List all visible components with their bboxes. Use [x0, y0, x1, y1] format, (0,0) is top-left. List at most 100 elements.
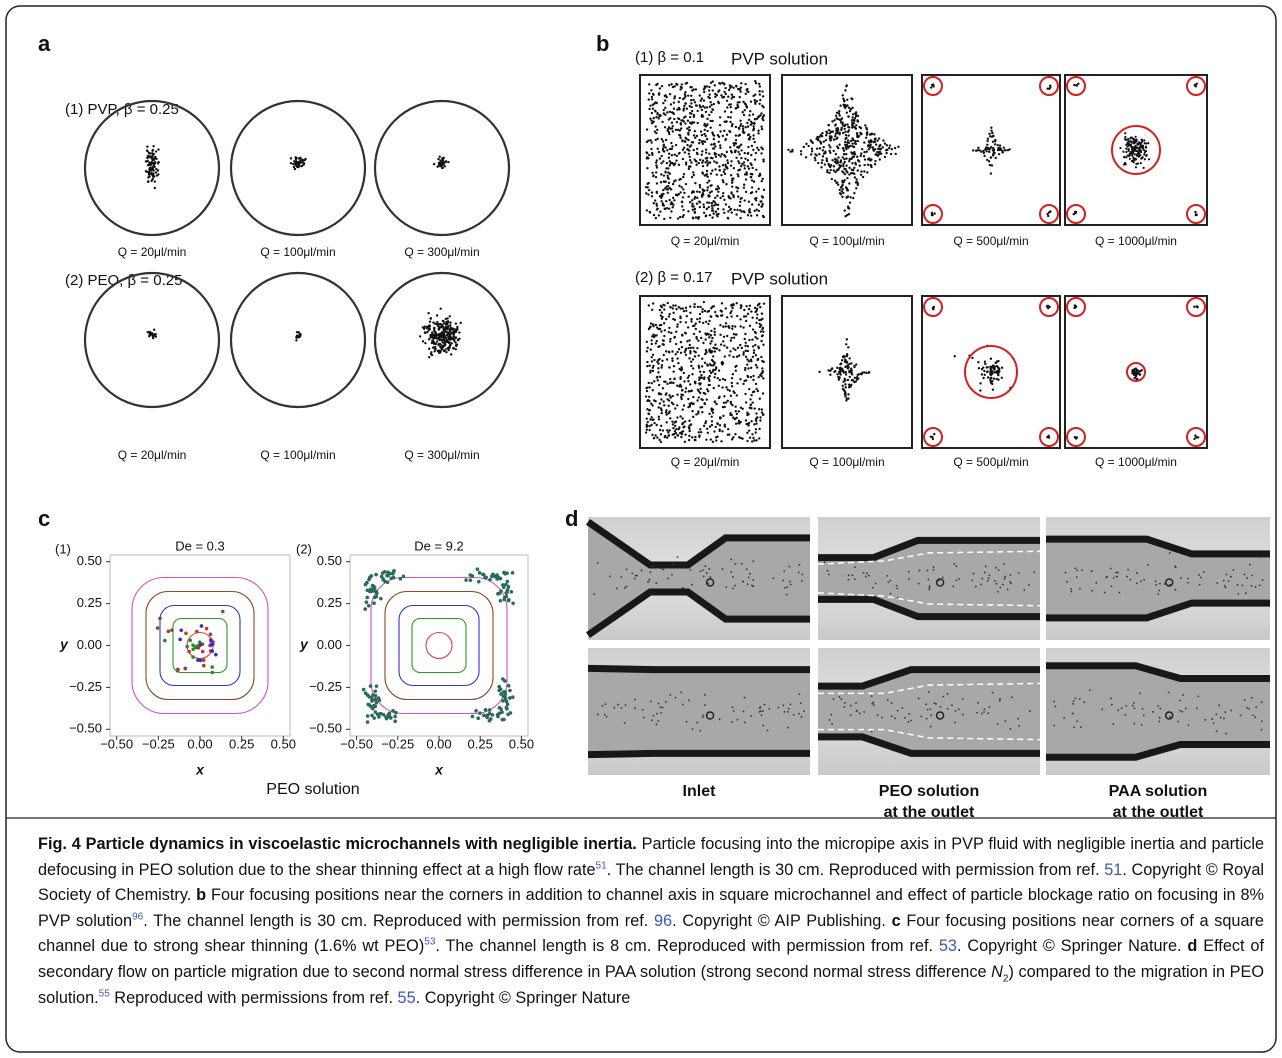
particle — [706, 572, 708, 574]
particle — [656, 166, 658, 168]
particle — [673, 365, 675, 367]
particle — [373, 705, 377, 709]
particle — [1142, 156, 1144, 158]
particle — [692, 99, 694, 101]
particle — [844, 702, 846, 704]
particle — [722, 192, 724, 194]
particle — [746, 358, 748, 360]
particle — [696, 722, 698, 724]
text: 0.50 — [317, 553, 342, 568]
caption-text[interactable]: 55 — [398, 989, 416, 1007]
particle — [740, 325, 742, 327]
particle — [845, 148, 847, 150]
particle — [758, 204, 760, 206]
particle — [662, 429, 664, 431]
particle — [1048, 88, 1050, 90]
particle — [1046, 213, 1048, 215]
particle — [1251, 575, 1253, 577]
particle — [678, 101, 680, 103]
particle — [741, 347, 743, 349]
particle — [449, 344, 451, 346]
particle — [652, 94, 654, 96]
particle — [762, 95, 764, 97]
caption-text[interactable]: 53 — [939, 937, 957, 955]
particle — [759, 306, 761, 308]
particle — [651, 382, 653, 384]
particle — [742, 101, 744, 103]
particle — [444, 343, 446, 345]
particle — [502, 585, 506, 589]
particle — [717, 191, 719, 193]
particle — [747, 423, 749, 425]
particle — [693, 174, 695, 176]
particle — [713, 160, 715, 162]
particle — [669, 338, 671, 340]
particle — [855, 178, 857, 180]
particle — [156, 626, 160, 630]
caption-text: b — [196, 886, 206, 904]
particle — [696, 190, 698, 192]
particle — [365, 588, 369, 592]
particle — [735, 107, 737, 109]
particle — [1199, 584, 1201, 586]
particle — [669, 111, 671, 113]
text: 0.00 — [187, 736, 212, 751]
particle — [295, 339, 297, 341]
particle — [849, 158, 851, 160]
particle — [718, 187, 720, 189]
particle — [664, 99, 666, 101]
particle — [1046, 436, 1048, 438]
particle — [674, 407, 676, 409]
particle — [664, 180, 666, 182]
particle — [671, 127, 673, 129]
particle — [760, 340, 762, 342]
particle — [690, 347, 692, 349]
particle — [790, 703, 792, 705]
particle — [872, 141, 874, 143]
particle — [877, 714, 879, 716]
particle — [843, 389, 845, 391]
particle — [155, 333, 157, 335]
particle — [372, 716, 376, 720]
caption-text[interactable]: 96 — [654, 912, 672, 930]
particle — [427, 312, 429, 314]
particle — [732, 436, 734, 438]
particle — [653, 117, 655, 119]
particle — [844, 141, 846, 143]
particle — [844, 89, 846, 91]
particle — [811, 148, 813, 150]
particle — [299, 157, 301, 159]
particle — [738, 420, 740, 422]
particle — [707, 176, 709, 178]
particle — [687, 210, 689, 212]
particle — [877, 148, 879, 150]
particle — [829, 166, 831, 168]
particle — [751, 433, 753, 435]
particle — [663, 218, 665, 220]
particle — [997, 367, 999, 369]
particle — [747, 214, 749, 216]
particle — [743, 210, 745, 212]
particle — [685, 310, 687, 312]
particle — [691, 410, 693, 412]
particle — [201, 650, 205, 654]
particle — [719, 334, 721, 336]
particle — [668, 394, 670, 396]
particle — [667, 412, 669, 414]
particle — [648, 83, 650, 85]
particle — [752, 328, 754, 330]
particle — [857, 159, 859, 161]
particle — [653, 422, 655, 424]
particle — [706, 364, 708, 366]
particle — [435, 331, 437, 333]
particle — [1194, 85, 1196, 87]
particle — [715, 203, 717, 205]
particle — [787, 727, 789, 729]
text: −0.25 — [381, 736, 414, 751]
particle — [724, 139, 726, 141]
particle — [955, 565, 957, 567]
particle — [854, 176, 856, 178]
particle — [672, 427, 674, 429]
caption-text[interactable]: 51 — [1104, 861, 1122, 879]
text: −0.50 — [340, 736, 373, 751]
